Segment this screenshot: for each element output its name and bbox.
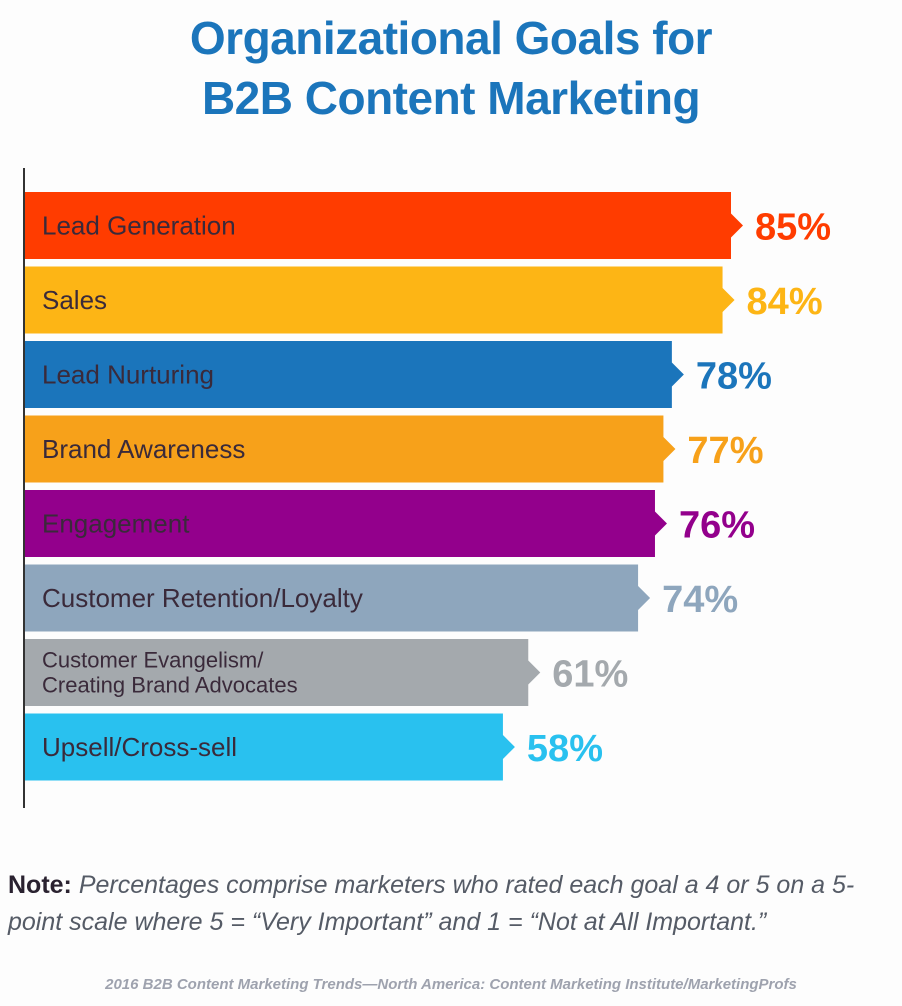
bar-group: Upsell/Cross-sell 58% [25,713,603,781]
value-label: 58% [527,728,603,770]
category-label: Customer Retention/Loyalty [42,583,363,613]
value-label: 74% [662,579,738,621]
category-label: Lead Generation [42,211,236,241]
category-label-line: Customer Evangelism/ [42,648,264,673]
chart-title-line-2: B2B Content Marketing [201,72,701,124]
category-label-line: Creating Brand Advocates [42,673,298,698]
category-label: Engagement [42,509,190,539]
y-axis-line [23,168,25,808]
bar [25,266,735,334]
bar-group: Customer Evangelism/Creating Brand Advoc… [25,639,628,706]
category-label: Upsell/Cross-sell [42,732,237,762]
bar [25,341,684,408]
note-label: Note: [8,871,72,899]
note-text: Percentages comprise marketers who rated… [8,871,855,936]
bar-group: Brand Awareness 77% [25,415,763,483]
bar-group: Lead Generation 85% [25,192,831,259]
bar-group: Customer Retention/Loyalty 74% [25,564,738,632]
bar [25,192,743,259]
value-label: 61% [552,654,628,696]
value-label: 78% [696,356,772,398]
chart-title-line-1: Organizational Goals for [189,12,713,64]
bar [25,713,515,781]
chart-note: Note: Percentages comprise marketers who… [8,867,898,941]
value-label: 84% [747,281,823,323]
value-label: 77% [687,430,763,472]
value-label: 76% [679,505,755,547]
source-citation: 2016 B2B Content Marketing Trends—North … [105,976,797,993]
bar [25,639,541,706]
chart-title: Organizational Goals for B2B Content Mar… [0,8,902,128]
bar [25,490,667,557]
bar [25,415,676,483]
category-label: Lead Nurturing [42,360,214,390]
category-label: Brand Awareness [42,434,245,464]
bar-group: Lead Nurturing 78% [25,341,772,408]
value-label: 85% [755,207,831,249]
bar [25,564,651,632]
category-label: Customer Evangelism/Creating Brand Advoc… [42,648,298,698]
bar-group: Sales 84% [25,266,823,334]
category-label: Sales [42,285,107,315]
bar-group: Engagement 76% [25,490,755,557]
